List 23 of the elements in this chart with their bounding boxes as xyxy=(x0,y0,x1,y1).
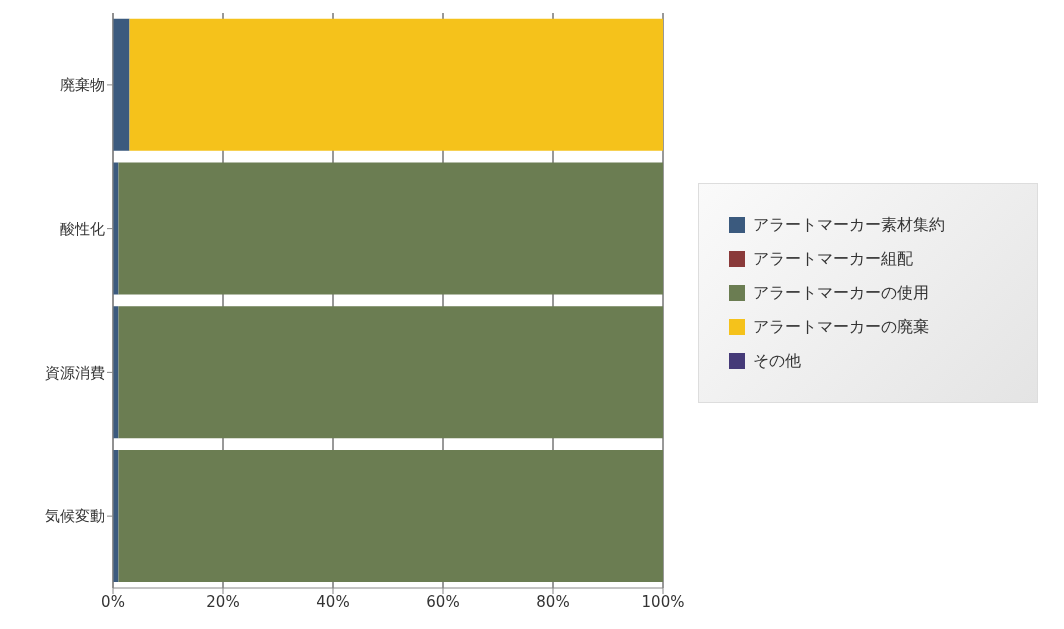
x-tick-label: 0% xyxy=(101,592,125,611)
legend-label: アラートマーカー素材集約 xyxy=(753,214,945,236)
bar xyxy=(113,306,119,439)
bar xyxy=(113,162,119,295)
bar xyxy=(129,18,663,151)
legend-label: アラートマーカー組配 xyxy=(753,248,913,270)
y-tick-label: 資源消費 xyxy=(45,363,105,382)
bar xyxy=(118,306,663,439)
legend-label: その他 xyxy=(753,350,801,372)
y-tick-label: 廃棄物 xyxy=(60,76,105,95)
x-tick-label: 80% xyxy=(536,592,570,611)
legend-label: アラートマーカーの使用 xyxy=(753,282,929,304)
y-tick-label: 酸性化 xyxy=(60,219,105,238)
y-tick-label: 気候変動 xyxy=(45,507,105,526)
x-tick-label: 20% xyxy=(206,592,240,611)
bar xyxy=(118,450,663,582)
x-tick-label: 100% xyxy=(641,592,685,611)
bar xyxy=(113,450,119,582)
bar xyxy=(113,18,130,151)
x-tick-label: 40% xyxy=(316,592,350,611)
bar xyxy=(118,162,663,295)
legend-label: アラートマーカーの廃棄 xyxy=(753,316,929,338)
x-tick-label: 60% xyxy=(426,592,460,611)
